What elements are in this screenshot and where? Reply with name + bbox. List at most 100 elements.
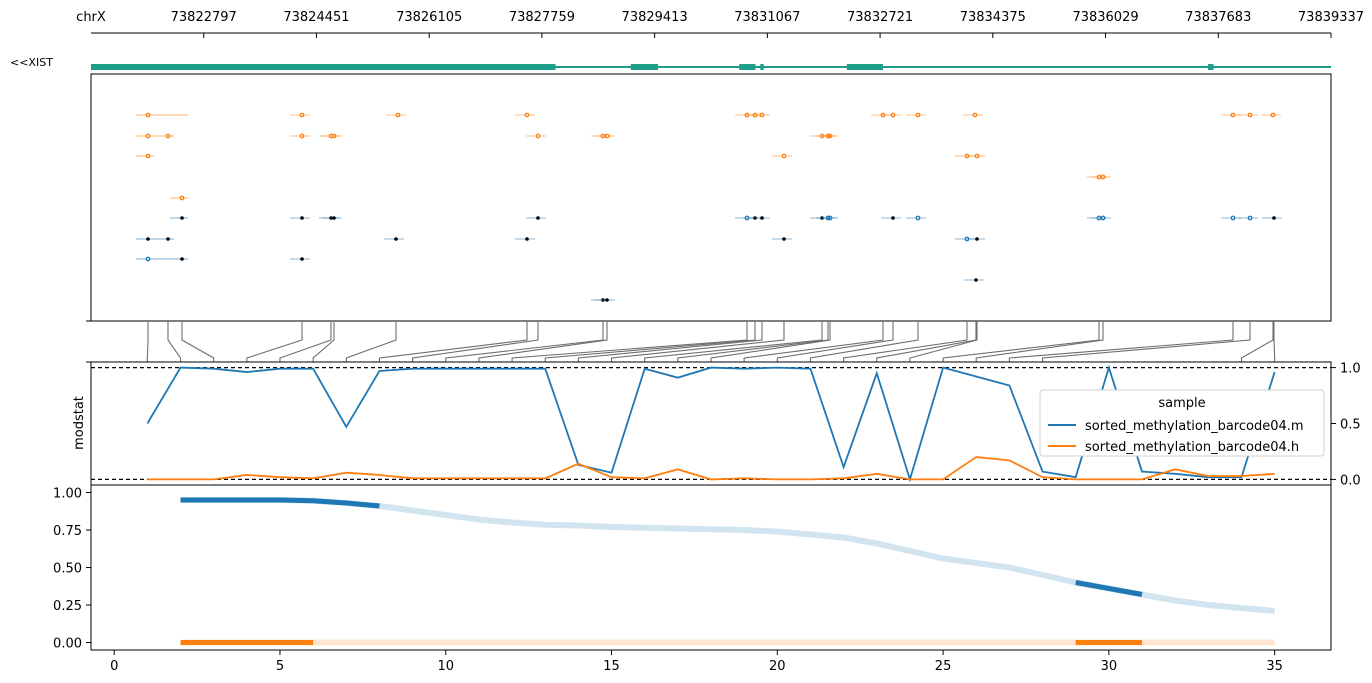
read-mark-h [145,112,151,118]
connector [975,321,1104,362]
modstat-ylabel: modstat [72,396,87,450]
gene-exon-0 [91,64,556,70]
connector [146,321,149,362]
read-mark-h [145,133,151,139]
gene-label: <<XIST [10,56,53,69]
read-mark-h [1100,174,1106,180]
read-mark-u [1247,215,1253,221]
connector [942,321,1100,362]
connector [478,321,608,362]
modstat-plot: 0.0 0.5 1.0 [91,362,1361,488]
gene-exon-5 [1208,64,1214,70]
gene-tick-label-5: 73831067 [734,10,800,25]
smooth-ytick-label-2: 0.50 [53,562,82,577]
smooth-bold-0-1 [1075,580,1143,597]
smooth-xtick-label-6: 30 [1101,659,1118,674]
gene-tick-label-7: 73834375 [960,10,1026,25]
read-plot [136,112,1282,302]
smooth-ytick-label-4: 1.00 [53,487,82,502]
read-mark-u [827,215,833,221]
connector [1240,321,1274,362]
read-mark-h [974,153,980,159]
connector [279,321,332,362]
gene-exon-4 [846,64,883,70]
gene-track: chrX 73822797 73824451 73826105 73827759 738… [10,10,1364,70]
gene-exon-1 [630,64,659,70]
gene-tick-label-2: 73826105 [396,10,462,25]
smooth-ytick-label-0: 0.00 [53,637,82,652]
smooth-ytick-label-1: 0.25 [53,599,82,614]
connector [345,321,397,362]
connector [312,321,335,362]
read-mark-h [604,133,610,139]
connector [677,321,829,362]
read-mark-h [915,112,921,118]
read-mark-h [331,133,337,139]
connector [876,321,977,362]
read-mark-h [972,112,978,118]
read-mark-m [760,216,764,220]
read-mark-u [1100,215,1106,221]
read-mark-m [332,216,336,220]
read-mark-m [300,216,304,220]
gene-exon-3 [760,64,764,70]
connector [246,321,303,362]
read-mark-m [180,216,184,220]
read-mark-h [179,195,185,201]
modstat-ytick-label-0: 0.0 [1340,473,1361,488]
smooth-frame [90,484,1332,651]
smooth-band-0 [180,497,1275,614]
gene-tick-label-6: 73832721 [847,10,913,25]
gene-tick-label-4: 73829413 [622,10,688,25]
read-mark-h [395,112,401,118]
read-mark-h [759,112,765,118]
connector [412,321,539,362]
connector [743,321,884,362]
read-mark-h [781,153,787,159]
smooth-xtick-label-1: 5 [276,659,284,674]
read-mark-m [180,257,184,261]
smooth-xtick-label-5: 25 [935,659,952,674]
modstat-ytick-label-1: 0.5 [1340,418,1361,433]
connector [1273,321,1276,362]
connector [378,321,528,362]
read-mark-m [975,237,979,241]
gene-exon-2 [739,64,756,70]
read-mark-m [536,216,540,220]
connector [1008,321,1234,362]
connector [710,321,831,362]
smooth-plot: 0.00 0.25 0.50 0.75 1.00 0 5 10 15 20 25 30 35 [53,487,1283,675]
read-mark-h [1270,112,1276,118]
read-mark-u [1230,215,1236,221]
read-mark-u [145,256,151,262]
modstat-ytick-label-2: 1.0 [1340,362,1361,377]
gene-tick-label-9: 73837683 [1185,10,1251,25]
smooth-bold-0-0 [180,497,380,509]
read-mark-h [1247,112,1253,118]
connector [776,321,894,362]
connector [167,321,182,362]
read-mark-m [1272,216,1276,220]
connector [809,321,919,362]
read-plot-frame [90,73,1332,322]
connector [843,321,968,362]
read-mark-m [394,237,398,241]
read-mark-h [535,133,541,139]
legend-entry-m: sorted_methylation_barcode04.m [1085,419,1304,434]
gene-tick-label-10: 73839337 [1298,10,1364,25]
read-mark-h [299,112,305,118]
smooth-xtick-label-0: 0 [110,659,118,674]
read-mark-m [782,237,786,241]
read-mark-h [890,112,896,118]
read-mark-m [166,237,170,241]
read-mark-h [165,133,171,139]
legend-title: sample [1158,396,1205,411]
read-mark-m [525,237,529,241]
gene-tick-label-1: 73824451 [283,10,349,25]
smooth-xtick-label-4: 20 [769,659,786,674]
position-connectors [146,321,1276,362]
connector [1042,321,1251,362]
smooth-xtick-label-7: 35 [1266,659,1283,674]
gene-tick-label-0: 73822797 [171,10,237,25]
read-mark-h [145,153,151,159]
